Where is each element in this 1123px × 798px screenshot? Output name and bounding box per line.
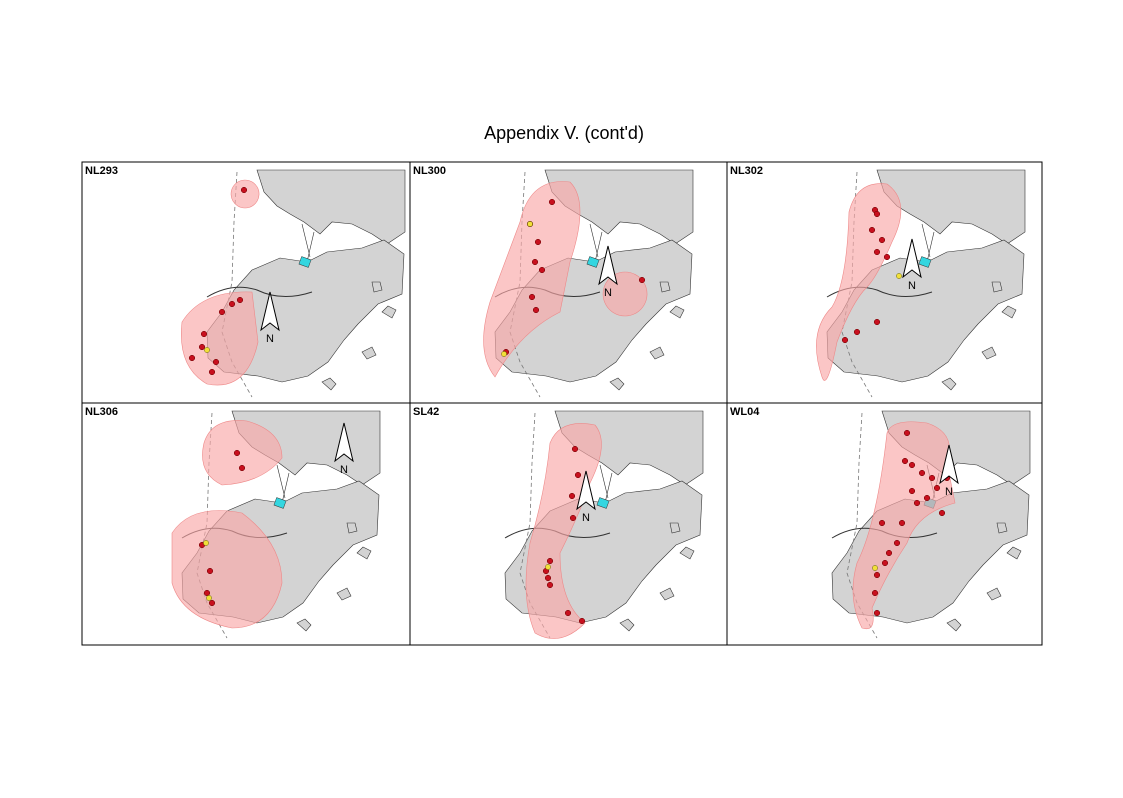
panel-label: SL42: [413, 406, 439, 418]
sighting: [538, 266, 546, 274]
sighting: [238, 464, 246, 472]
home-range: [230, 179, 260, 209]
sighting: [918, 469, 926, 477]
sighting-alt: [501, 351, 507, 357]
sighting: [878, 519, 886, 527]
sighting: [206, 567, 214, 575]
title: Appendix V. (cont'd): [484, 123, 644, 143]
sighting: [908, 461, 916, 469]
map-panel: N SL42: [410, 403, 727, 645]
sighting: [544, 574, 552, 582]
north-arrow: [598, 245, 618, 286]
sighting: [569, 514, 577, 522]
home-range: [525, 423, 602, 639]
home-range: [816, 183, 902, 381]
sighting: [873, 609, 881, 617]
sighting: [548, 198, 556, 206]
home-range: [171, 510, 283, 629]
sighting: [873, 318, 881, 326]
sighting-alt: [545, 564, 551, 570]
sighting: [923, 494, 931, 502]
sighting-alt: [204, 347, 210, 353]
sighting: [236, 296, 244, 304]
sighting: [200, 330, 208, 338]
home-range: [181, 291, 259, 386]
panel-label: NL300: [413, 165, 446, 177]
sighting: [208, 599, 216, 607]
north-arrow: [334, 422, 354, 463]
panel-label: NL306: [85, 406, 118, 418]
map-panel: N WL04: [727, 403, 1042, 645]
sighting-alt: [206, 595, 212, 601]
sighting: [574, 471, 582, 479]
sighting: [233, 449, 241, 457]
north-arrow: [939, 444, 959, 485]
sighting: [878, 236, 886, 244]
panel-label: NL293: [85, 165, 118, 177]
sighting: [908, 487, 916, 495]
sighting: [898, 519, 906, 527]
sighting: [571, 445, 579, 453]
sighting: [913, 499, 921, 507]
sighting: [881, 559, 889, 567]
north-label: N: [582, 512, 590, 524]
north-label: N: [266, 333, 274, 345]
sighting: [198, 343, 206, 351]
sighting: [868, 226, 876, 234]
sighting-alt: [896, 273, 902, 279]
sighting: [928, 474, 936, 482]
sighting: [188, 354, 196, 362]
sighting: [883, 253, 891, 261]
panel-label: NL302: [730, 165, 763, 177]
map-panel: N NL293: [82, 162, 410, 403]
sighting: [546, 581, 554, 589]
sighting: [532, 306, 540, 314]
map-panel: N NL302: [727, 162, 1042, 403]
sighting: [873, 248, 881, 256]
sighting: [903, 429, 911, 437]
sighting: [873, 210, 881, 218]
sighting: [901, 457, 909, 465]
sighting: [578, 617, 586, 625]
sighting: [531, 258, 539, 266]
sighting: [212, 358, 220, 366]
north-label: N: [340, 464, 348, 476]
sighting: [873, 571, 881, 579]
north-arrow: [576, 470, 596, 511]
sighting: [893, 539, 901, 547]
sighting: [240, 186, 248, 194]
sighting-alt: [527, 221, 533, 227]
sighting: [218, 308, 226, 316]
sighting: [638, 276, 646, 284]
map-panel: N NL306: [82, 403, 410, 645]
panel-label: WL04: [730, 406, 760, 418]
sighting: [534, 238, 542, 246]
sighting: [885, 549, 893, 557]
sighting: [938, 509, 946, 517]
sighting: [568, 492, 576, 500]
sighting: [933, 484, 941, 492]
sighting: [841, 336, 849, 344]
panel-border: [726, 402, 1043, 646]
home-range: [202, 420, 283, 486]
north-label: N: [604, 287, 612, 299]
sighting: [546, 557, 554, 565]
home-range: [483, 181, 581, 378]
sighting: [528, 293, 536, 301]
north-label: N: [945, 486, 953, 498]
sighting-alt: [872, 565, 878, 571]
sighting-alt: [203, 540, 209, 546]
sighting: [208, 368, 216, 376]
sighting: [203, 589, 211, 597]
sighting: [871, 589, 879, 597]
map-panel: N NL300: [410, 162, 727, 403]
sighting: [853, 328, 861, 336]
north-label: N: [908, 280, 916, 292]
sighting: [564, 609, 572, 617]
sighting: [228, 300, 236, 308]
north-arrow: [902, 238, 922, 279]
north-arrow: [260, 291, 280, 332]
